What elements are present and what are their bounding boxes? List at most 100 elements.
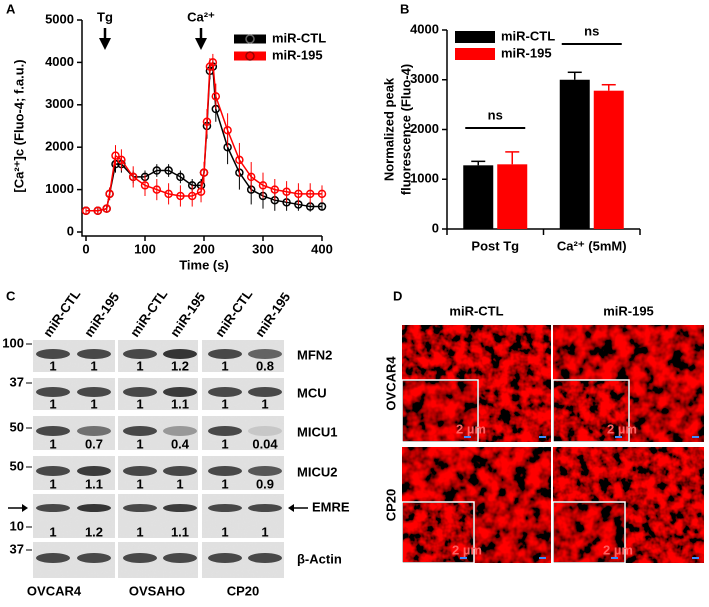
cell-line-label: OVSAHO (129, 583, 185, 598)
protein-band (36, 466, 70, 476)
quantification: 1 (221, 358, 228, 373)
annotation: Ca²⁺ (187, 9, 215, 24)
quantification: 1 (221, 524, 228, 539)
data-point (111, 151, 120, 160)
data-point (117, 155, 126, 165)
lane-label: miR-195 (252, 290, 293, 340)
data-point (128, 172, 138, 182)
legend-label: miR-195 (501, 45, 552, 60)
protein-band (123, 553, 157, 563)
protein-band (123, 426, 157, 436)
cell-line-label: OVCAR4 (27, 583, 82, 598)
scale-label: 2 µm (607, 421, 637, 436)
lane-label: miR-195 (167, 290, 208, 340)
panel-letter: C (6, 288, 16, 303)
mw-marker: 50 (10, 419, 24, 434)
scale-label: 2 µm (452, 542, 482, 557)
mw-marker: 10 (10, 518, 24, 533)
data-point (282, 187, 291, 196)
protein-band (77, 553, 111, 563)
y-axis-label: Normalized peak (381, 77, 396, 181)
y-tick-label: 2000 (410, 121, 439, 136)
data-point (187, 191, 197, 201)
protein-label: MICU2 (297, 464, 337, 479)
y-tick-label: 3000 (45, 96, 74, 111)
protein-band (163, 426, 197, 436)
quantification: 1 (49, 524, 56, 539)
quantification: 1 (136, 358, 143, 373)
protein-label: EMRE (312, 499, 350, 514)
x-tick-label: 200 (193, 241, 215, 256)
data-point (270, 185, 280, 194)
legend-marker (245, 34, 255, 44)
protein-band (248, 504, 282, 512)
inset-signal (554, 381, 628, 441)
y-tick-label: 4000 (410, 21, 439, 36)
protein-band (248, 553, 282, 563)
mw-marker: 50 (10, 458, 24, 473)
data-point (235, 155, 244, 165)
x-tick-label: Post Tg (471, 238, 519, 253)
inset-signal (403, 503, 473, 562)
legend-label: miR-195 (272, 47, 323, 62)
quantification: 0.04 (252, 436, 278, 451)
quantification: 0.7 (85, 436, 103, 451)
protein-label: MFN2 (297, 347, 332, 362)
panel-letter: D (393, 288, 402, 303)
data-point (164, 166, 173, 175)
protein-band (208, 426, 242, 436)
protein-band (208, 504, 242, 512)
y-axis-label: [Ca²⁺]c (Fluo-4; f.a.u.) (11, 59, 26, 192)
quantification: 1 (49, 396, 56, 411)
protein-label: MCU (297, 385, 327, 400)
protein-band (248, 387, 282, 397)
quantification: 1 (221, 396, 228, 411)
protein-band (123, 466, 157, 476)
x-tick-label: 100 (134, 241, 156, 256)
quantification: 1 (261, 396, 268, 411)
quantification: 1.2 (171, 358, 189, 373)
scale-label: 2 µm (456, 421, 486, 436)
protein-band (36, 349, 70, 359)
blot-texture (33, 494, 115, 538)
quantification: 1 (221, 476, 228, 491)
arrow-head (22, 504, 28, 512)
data-point (102, 204, 111, 213)
arrow-head (99, 38, 111, 50)
quantification: 1 (90, 396, 97, 411)
data-point (176, 172, 185, 182)
panel-letter: B (400, 1, 409, 16)
data-point (176, 191, 185, 201)
protein-band (123, 387, 157, 397)
data-point (93, 206, 103, 216)
protein-band (77, 504, 111, 512)
protein-band (77, 426, 111, 436)
quantification: 1 (136, 396, 143, 411)
quantification: 1 (49, 358, 56, 373)
panel-letter: A (6, 1, 16, 16)
data-point (202, 117, 212, 127)
quantification: 1 (136, 524, 143, 539)
quantification: 1 (90, 358, 97, 373)
arrow-head (195, 38, 207, 50)
protein-band (163, 553, 197, 563)
inset-signal (554, 503, 624, 562)
significance-label: ns (488, 107, 503, 122)
y-tick-label: 2000 (45, 139, 74, 154)
lane-label: miR-CTL (127, 287, 170, 340)
blot-texture (118, 494, 198, 538)
row-label: CP20 (383, 489, 398, 522)
cell-line-label: CP20 (227, 583, 260, 598)
protein-band (208, 387, 242, 397)
mw-marker: 100 (2, 335, 24, 350)
data-point (246, 172, 256, 182)
arrow-head (288, 504, 294, 512)
quantification: 1 (176, 476, 183, 491)
annotation: Tg (97, 9, 113, 24)
legend-swatch (455, 48, 495, 60)
quantification: 1 (261, 524, 268, 539)
protein-band (163, 466, 197, 476)
legend-label: miR-CTL (272, 30, 326, 45)
panel-a: A 0 1000 2000 3000 4000 5000 0 100 200 300 400 Time … (6, 1, 333, 272)
